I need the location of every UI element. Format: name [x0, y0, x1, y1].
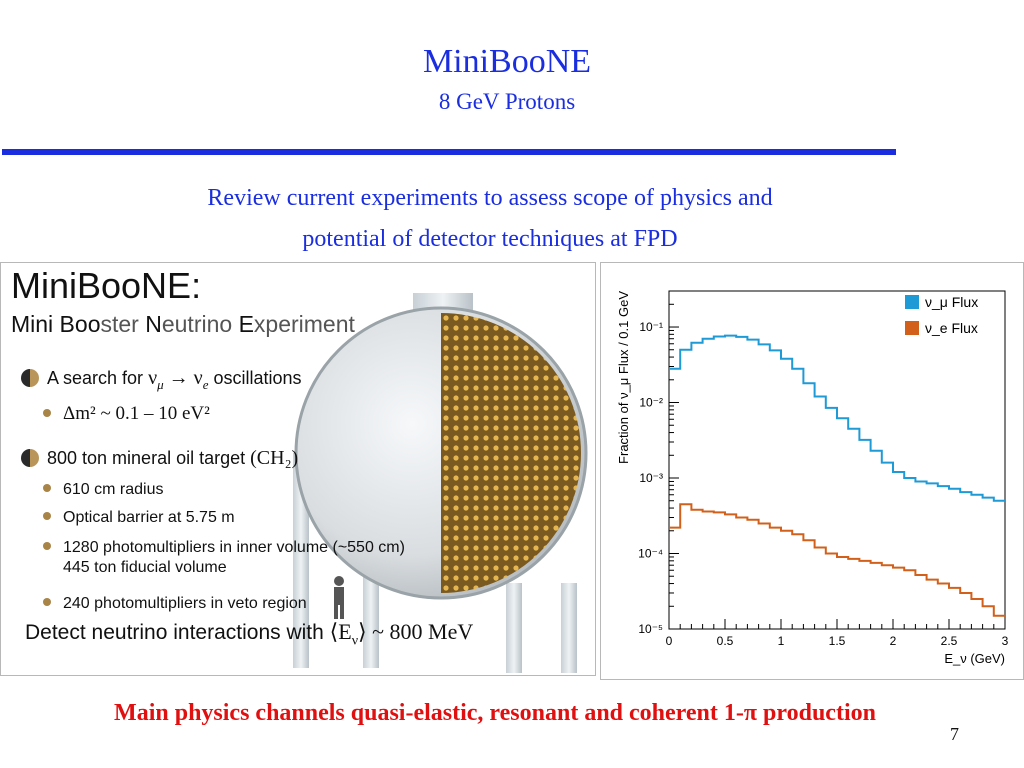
- review-line-1: Review current experiments to assess sco…: [207, 185, 773, 211]
- legend-swatch: [905, 295, 919, 309]
- subtitle-part: xperiment: [253, 311, 355, 337]
- slide-subtitle: 8 GeV Protons: [438, 89, 576, 114]
- list-item: Optical barrier at 5.75 m: [21, 509, 235, 527]
- x-tick-label: 0.5: [717, 634, 734, 648]
- sub-bullet-icon: [43, 542, 51, 550]
- bullet-text: 800 ton mineral oil target: [47, 448, 246, 468]
- subtitle-part: N: [145, 311, 162, 337]
- miniboone-detector-panel: MiniBooNE: Mini Booster Neutrino Experim…: [0, 262, 596, 676]
- bullet-tail: oscillations: [208, 368, 302, 388]
- list-item: 240 photomultipliers in veto region: [21, 595, 307, 613]
- series-line-0: [669, 334, 1005, 502]
- list-item: 610 cm radius: [21, 481, 164, 499]
- subtitle-part: Mini Boo: [11, 311, 101, 337]
- x-tick-label: 0: [666, 634, 673, 648]
- detect-statement: Detect neutrino interactions with ⟨Eν⟩ ~…: [25, 619, 473, 649]
- legend-label: ν_e Flux: [925, 320, 978, 336]
- x-tick-label: 2.5: [941, 634, 958, 648]
- page-number: 7: [950, 724, 959, 744]
- list-item-continued: 445 ton fiducial volume: [63, 559, 227, 576]
- person-silhouette: [334, 576, 344, 619]
- support-column: [506, 583, 522, 673]
- y-tick-label: 10⁻²: [639, 396, 663, 410]
- subtitle-part: E: [238, 311, 254, 337]
- legend-label: ν_μ Flux: [925, 294, 978, 310]
- detector-shell: [294, 306, 588, 600]
- bullet-icon: [21, 369, 39, 387]
- review-line-2: potential of detector techniques at FPD: [302, 226, 678, 252]
- series-line-1: [669, 503, 1005, 617]
- list-item: 1280 photomultipliers in inner volume (~…: [21, 539, 405, 557]
- bullet-oscillation-search: A search for νμ → νe oscillations: [21, 367, 302, 393]
- y-tick-label: 10⁻⁵: [638, 622, 663, 636]
- oscillation-formula: νμ → νe: [148, 367, 209, 392]
- detector-sphere-illustration: [293, 293, 588, 673]
- neutrino-flux-chart-panel: 0 0.5 1 1.5 2 2.5 3 10⁻⁵ 10⁻⁴ 10⁻³ 10⁻² 10⁻¹ E_ν (Ge…: [600, 262, 1024, 680]
- title-divider: [2, 149, 896, 155]
- footer-note: Main physics channels quasi-elastic, res…: [114, 700, 876, 726]
- bullet-text: A search for: [47, 368, 144, 388]
- bullet-icon: [21, 449, 39, 467]
- legend-swatch: [905, 321, 919, 335]
- subtitle-part: ster: [100, 311, 146, 337]
- sub-bullet-icon: [43, 512, 51, 520]
- chemical-formula: (CH₂): [250, 447, 299, 469]
- panel-subtitle: Mini Booster Neutrino Experiment: [11, 311, 355, 338]
- support-column: [561, 583, 577, 673]
- pmt-interior: [441, 313, 581, 593]
- sub-bullet-icon: [43, 484, 51, 492]
- sub-bullet-icon: [43, 598, 51, 606]
- review-text: Review current experiments to assess sco…: [130, 178, 850, 260]
- panel-title: MiniBooNE:: [11, 265, 202, 306]
- x-tick-label: 1: [778, 634, 785, 648]
- x-tick-label: 1.5: [829, 634, 846, 648]
- y-tick-label: 10⁻¹: [639, 320, 663, 334]
- energy-formula: ⟨Eν⟩ ~ 800 MeV: [329, 619, 474, 649]
- detect-text: Detect neutrino interactions with: [25, 621, 324, 644]
- bullet-oil-target: 800 ton mineral oil target (CH₂): [21, 447, 298, 470]
- y-axis-label: Fraction of ν_μ Flux / 0.1 GeV: [616, 291, 631, 464]
- subtitle-part: eutrino: [161, 311, 239, 337]
- x-axis-label: E_ν (GeV): [944, 651, 1005, 666]
- y-tick-label: 10⁻⁴: [638, 547, 663, 561]
- x-tick-label: 3: [1002, 634, 1009, 648]
- delta-m-squared: Δm² ~ 0.1 – 10 eV²: [21, 403, 210, 425]
- plot-frame: [668, 290, 1006, 630]
- y-tick-label: 10⁻³: [639, 471, 663, 485]
- sub-bullet-icon: [43, 409, 51, 417]
- neutrino-flux-chart: 0 0.5 1 1.5 2 2.5 3 10⁻⁵ 10⁻⁴ 10⁻³ 10⁻² 10⁻¹ E_ν (Ge…: [616, 290, 1009, 666]
- x-tick-label: 2: [890, 634, 897, 648]
- slide-title: MiniBooNE: [422, 43, 592, 80]
